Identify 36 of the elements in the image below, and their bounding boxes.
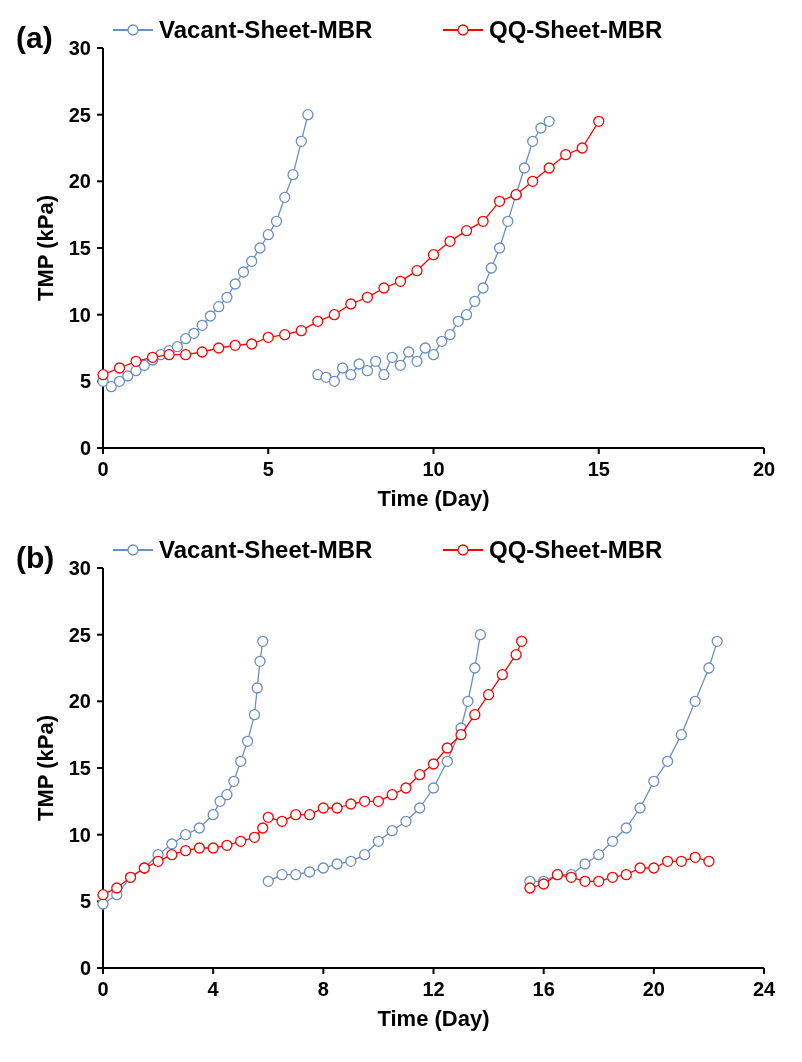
x-tick-label: 5	[262, 458, 274, 480]
y-tick-label: 15	[68, 237, 91, 259]
x-tick-label: 12	[422, 978, 445, 1000]
legend-label: Vacant-Sheet-MBR	[159, 536, 373, 564]
legend-label: Vacant-Sheet-MBR	[159, 16, 373, 44]
x-tick-label: 0	[97, 978, 109, 1000]
y-tick-label: 10	[68, 303, 91, 326]
x-tick-label: 8	[317, 978, 329, 1000]
x-tick-label: 4	[207, 978, 220, 1000]
chart-title: (b)	[16, 541, 55, 574]
y-tick-label: 0	[79, 957, 91, 979]
x-tick-label: 10	[422, 458, 445, 480]
y-tick-label: 5	[79, 890, 91, 913]
x-tick-label: 15	[587, 458, 610, 480]
x-tick-label: 24	[752, 978, 776, 1000]
y-tick-label: 5	[79, 370, 91, 393]
chart-title: (a)	[16, 21, 53, 54]
y-tick-label: 15	[68, 757, 91, 779]
y-tick-label: 20	[68, 690, 91, 713]
y-axis-title: TMP (kPa)	[33, 195, 58, 301]
y-tick-label: 10	[68, 823, 91, 846]
y-tick-label: 25	[68, 103, 91, 126]
x-tick-label: 20	[642, 978, 665, 1000]
x-tick-label: 0	[97, 458, 109, 480]
y-tick-label: 0	[79, 437, 91, 459]
x-tick-label: 16	[532, 978, 555, 1000]
legend-label: QQ-Sheet-MBR	[489, 16, 663, 44]
legend-label: QQ-Sheet-MBR	[489, 536, 663, 564]
y-tick-label: 30	[68, 37, 91, 59]
x-tick-label: 20	[752, 458, 776, 480]
y-axis-title: TMP (kPa)	[33, 715, 58, 821]
x-axis-title: Time (Day)	[377, 486, 490, 511]
y-tick-label: 30	[68, 557, 91, 579]
y-tick-label: 20	[68, 170, 91, 193]
y-tick-label: 25	[68, 623, 91, 646]
x-axis-title: Time (Day)	[377, 1006, 490, 1031]
